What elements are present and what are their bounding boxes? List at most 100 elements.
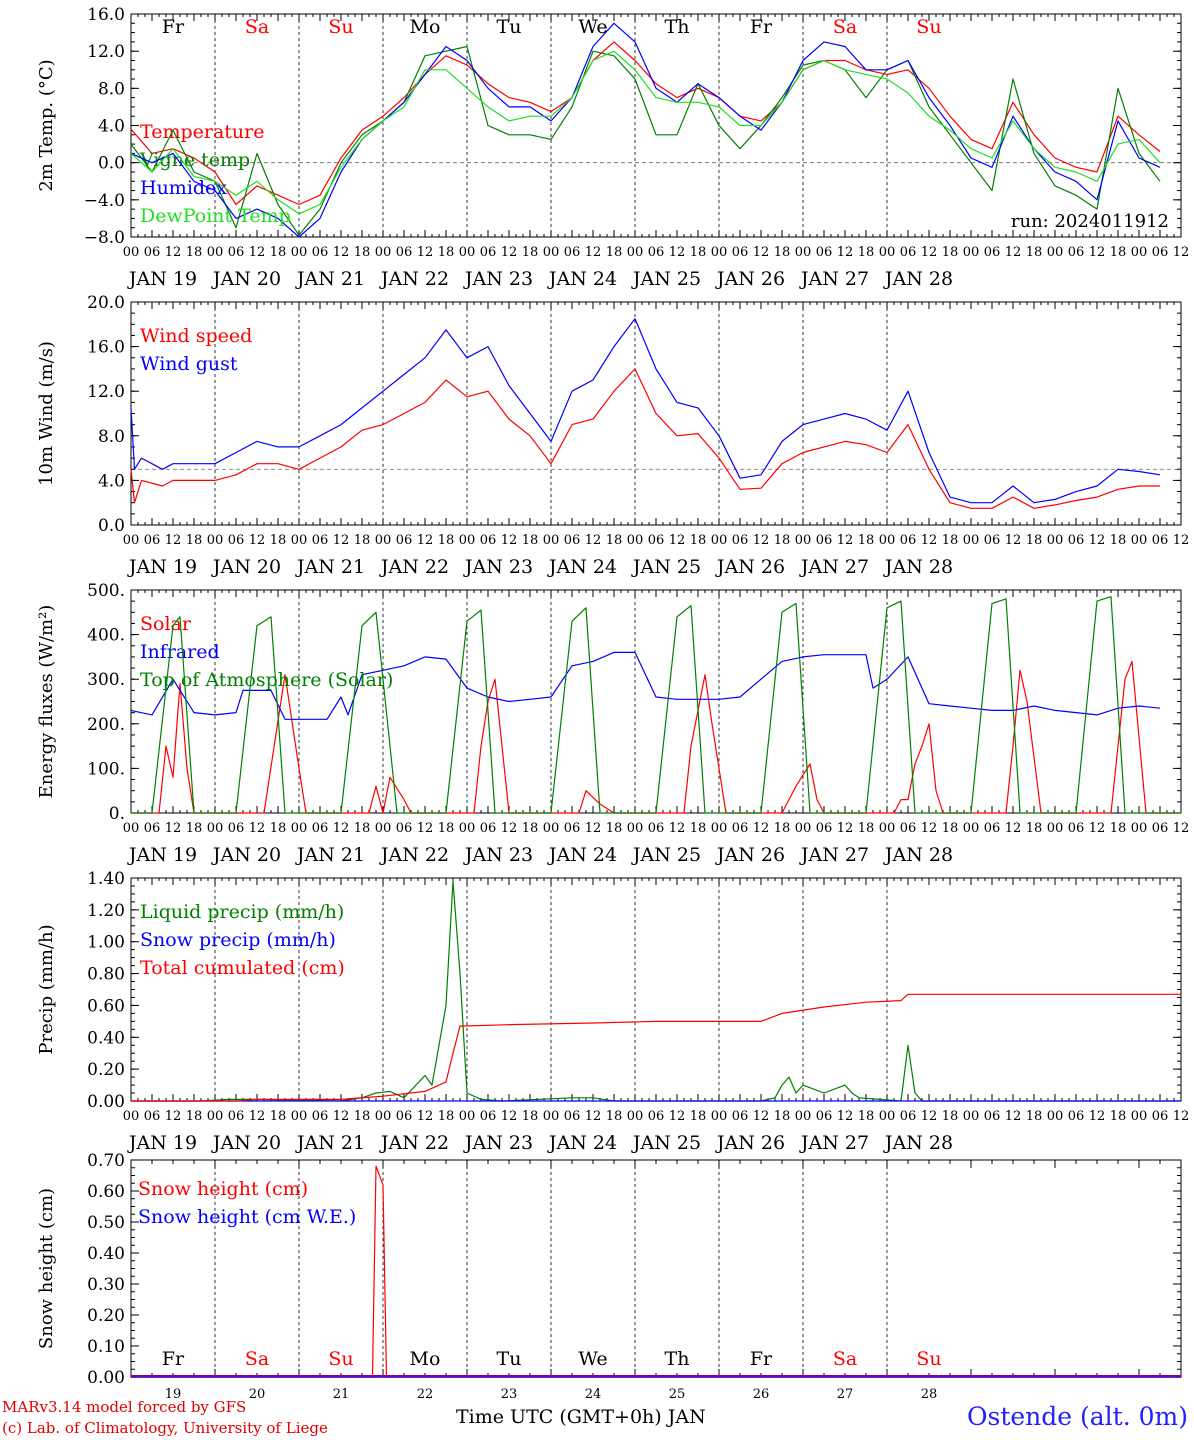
legend-entry: Snow precip (mm/h) (140, 929, 336, 951)
x-hour-label: 18 (270, 821, 287, 836)
x-hour-label: 06 (312, 533, 329, 548)
x-hour-label: 12 (165, 821, 182, 836)
x-hour-label: 06 (564, 1109, 581, 1124)
y-tick-label: 12.0 (87, 42, 125, 62)
x-hour-label: 12 (585, 821, 602, 836)
x-hour-label: 00 (627, 821, 644, 836)
y-tick-label: 0.20 (87, 1060, 125, 1080)
x-hour-label: 12 (1173, 533, 1190, 548)
x-date-label: JAN 27 (799, 268, 869, 290)
x-date-label: JAN 22 (379, 1132, 449, 1154)
legend-entry: Infrared (140, 641, 220, 663)
x-hour-label: 06 (480, 533, 497, 548)
x-hour-label: 00 (795, 821, 812, 836)
x-date-label: JAN 20 (211, 844, 281, 866)
x-date-label: JAN 27 (799, 1132, 869, 1154)
x-day-number: 24 (585, 1387, 602, 1400)
x-hour-label: 18 (690, 821, 707, 836)
weekday-label: Fr (750, 16, 773, 38)
y-tick-label: 200. (87, 715, 125, 735)
x-hour-label: 00 (543, 1109, 560, 1124)
x-date-label: JAN 20 (211, 556, 281, 578)
x-hour-label: 18 (858, 1109, 875, 1124)
x-hour-label: 12 (669, 821, 686, 836)
x-date-label: JAN 22 (379, 268, 449, 290)
weekday-label: Fr (162, 16, 185, 38)
legend-entry: Vigne temp (139, 149, 250, 171)
x-day-number: 26 (753, 1387, 770, 1400)
y-tick-label: −8.0 (84, 228, 125, 248)
x-hour-label: 12 (417, 1109, 434, 1124)
x-hour-label: 12 (837, 1109, 854, 1124)
x-hour-label: 06 (732, 533, 749, 548)
x-hour-label: 00 (711, 821, 728, 836)
x-hour-label: 00 (543, 245, 560, 260)
y-tick-label: 0.0 (98, 154, 125, 174)
series-line (130, 368, 1160, 509)
weekday-label: Sa (833, 16, 857, 38)
x-hour-label: 06 (396, 1109, 413, 1124)
weekday-label: Fr (750, 1348, 773, 1370)
x-hour-label: 18 (774, 1109, 791, 1124)
x-hour-label: 00 (1047, 821, 1064, 836)
x-hour-label: 18 (270, 245, 287, 260)
x-date-label: JAN 19 (127, 844, 197, 866)
x-hour-label: 18 (270, 533, 287, 548)
x-hour-label: 18 (186, 1109, 203, 1124)
x-hour-label: 18 (1026, 245, 1043, 260)
x-hour-label: 00 (207, 533, 224, 548)
x-hour-label: 18 (942, 245, 959, 260)
series-line (130, 22, 1161, 238)
weekday-label: Tu (497, 16, 522, 38)
x-hour-label: 00 (879, 533, 896, 548)
x-hour-label: 12 (501, 821, 518, 836)
x-hour-label: 00 (543, 821, 560, 836)
x-hour-label: 12 (921, 245, 938, 260)
x-hour-label: 12 (669, 1109, 686, 1124)
x-hour-label: 06 (228, 533, 245, 548)
x-hour-label: 12 (417, 821, 434, 836)
x-hour-label: 06 (480, 245, 497, 260)
x-hour-label: 18 (186, 533, 203, 548)
x-hour-label: 18 (354, 533, 371, 548)
x-hour-label: 06 (396, 821, 413, 836)
plot-frame (130, 13, 1182, 238)
y-tick-label: 0.00 (87, 1368, 125, 1388)
lab-credit-line: (c) Lab. of Climatology, University of L… (2, 1419, 328, 1437)
x-hour-label: 00 (543, 533, 560, 548)
x-hour-label: 18 (186, 821, 203, 836)
y-tick-label: 0.30 (87, 1275, 125, 1295)
x-hour-label: 06 (816, 821, 833, 836)
x-hour-label: 06 (564, 245, 581, 260)
x-hour-label: 00 (375, 533, 392, 548)
x-hour-label: 00 (879, 245, 896, 260)
x-hour-label: 12 (1005, 533, 1022, 548)
x-hour-label: 06 (1068, 245, 1085, 260)
x-hour-label: 00 (627, 1109, 644, 1124)
x-hour-label: 00 (795, 533, 812, 548)
x-date-label: JAN 28 (883, 1132, 953, 1154)
legend-entry: Wind speed (140, 325, 252, 347)
x-date-label: JAN 26 (715, 1132, 785, 1154)
legend-entry: Wind gust (140, 353, 238, 375)
x-date-label: JAN 25 (631, 1132, 701, 1154)
x-hour-label: 12 (417, 245, 434, 260)
x-hour-label: 00 (963, 1109, 980, 1124)
weekday-label: Su (916, 1348, 941, 1370)
series-line (131, 596, 1181, 814)
x-hour-label: 00 (459, 1109, 476, 1124)
x-hour-label: 12 (165, 1109, 182, 1124)
x-hour-label: 12 (333, 1109, 350, 1124)
y-tick-label: 20.0 (87, 293, 125, 313)
y-tick-label: 400. (87, 626, 125, 646)
x-hour-label: 06 (648, 245, 665, 260)
x-date-label: JAN 26 (715, 556, 785, 578)
x-hour-label: 00 (711, 245, 728, 260)
x-hour-label: 12 (837, 245, 854, 260)
x-hour-label: 12 (501, 1109, 518, 1124)
x-hour-label: 06 (312, 245, 329, 260)
x-hour-label: 18 (354, 821, 371, 836)
x-hour-label: 00 (1131, 1109, 1148, 1124)
x-hour-label: 12 (753, 821, 770, 836)
x-hour-label: 18 (774, 821, 791, 836)
